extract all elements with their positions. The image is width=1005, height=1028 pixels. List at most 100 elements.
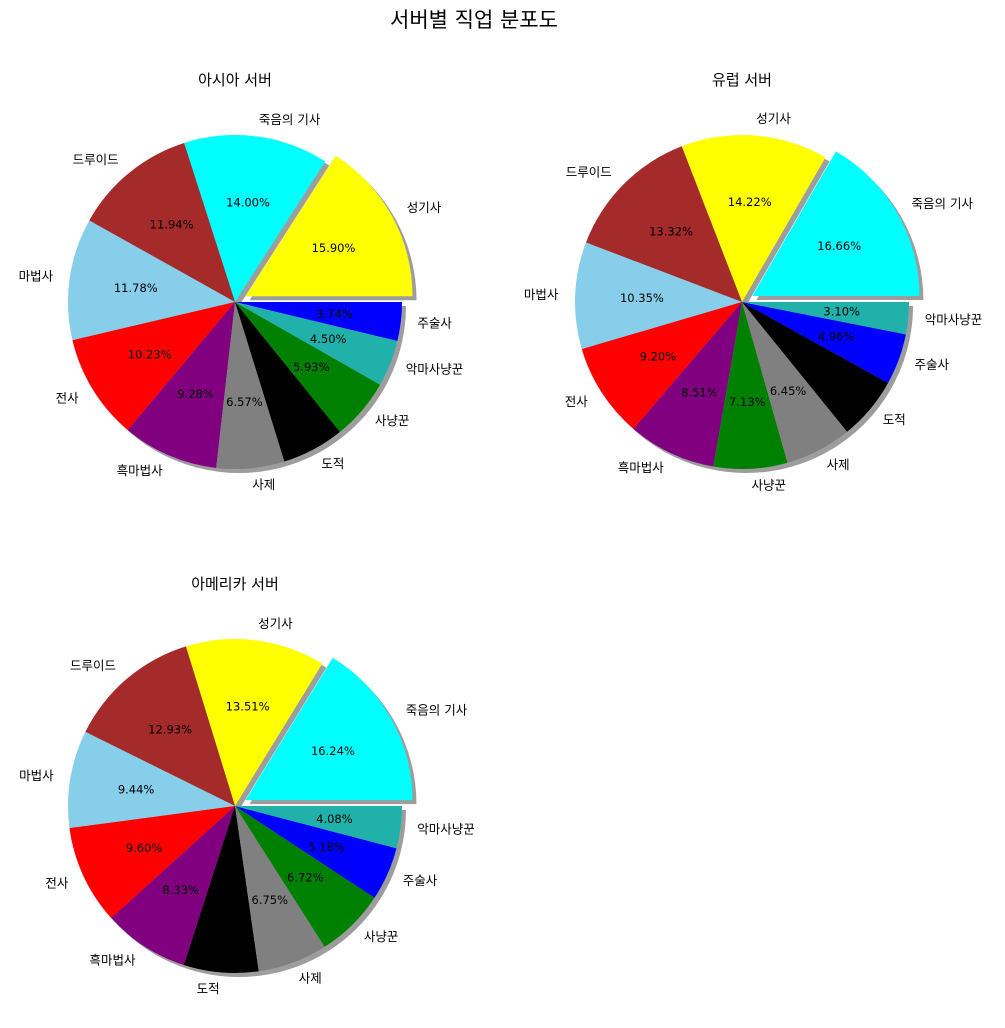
slice-priest bbox=[742, 302, 848, 463]
category-label-demon-hunter: 악마사냥꾼 bbox=[406, 362, 464, 377]
category-label-death-knight: 죽음의 기사 bbox=[912, 196, 974, 211]
pct-label-warlock: 8.33% bbox=[162, 883, 199, 897]
category-label-druid: 드루이드 bbox=[73, 152, 119, 167]
pct-label-death-knight: 14.00% bbox=[226, 196, 270, 210]
pct-label-warrior: 10.23% bbox=[128, 348, 172, 362]
category-label-warrior: 전사 bbox=[56, 390, 80, 405]
category-label-warrior: 전사 bbox=[45, 875, 69, 890]
slice-demon-hunter bbox=[235, 806, 402, 849]
pct-label-hunter: 6.72% bbox=[287, 870, 324, 884]
category-label-death-knight: 죽음의 기사 bbox=[406, 702, 468, 717]
pie-title-asia: 아시아 서버 bbox=[198, 71, 272, 89]
pct-label-paladin: 14.22% bbox=[728, 195, 772, 209]
category-label-hunter: 사냥꾼 bbox=[364, 929, 399, 944]
pie-chart-asia: 아시아 서버 15.90% 성기사 14.00% 죽음의 기사 11.94% 드루이드 11… bbox=[19, 71, 464, 492]
category-label-mage: 마법사 bbox=[19, 268, 54, 283]
category-label-rogue: 도적 bbox=[883, 412, 906, 427]
pct-label-paladin: 13.51% bbox=[226, 700, 270, 714]
slice-hunter bbox=[235, 302, 381, 432]
category-label-warlock: 흑마법사 bbox=[618, 460, 665, 475]
category-label-priest: 사제 bbox=[299, 970, 322, 985]
category-label-mage: 마법사 bbox=[19, 768, 54, 783]
pct-label-mage: 11.78% bbox=[114, 281, 158, 295]
pie-title-europe: 유럽 서버 bbox=[712, 71, 772, 89]
pct-label-paladin: 15.90% bbox=[312, 241, 356, 255]
pct-label-warlock: 8.51% bbox=[681, 386, 718, 400]
slice-shaman bbox=[235, 806, 397, 898]
pct-label-warrior: 9.20% bbox=[640, 350, 677, 364]
slice-mage bbox=[67, 731, 235, 829]
slice-mage bbox=[68, 220, 236, 341]
category-label-shaman: 주술사 bbox=[403, 873, 438, 888]
category-label-death-knight: 죽음의 기사 bbox=[259, 112, 321, 127]
category-label-druid: 드루이드 bbox=[566, 164, 612, 179]
pct-label-priest: 6.75% bbox=[252, 893, 289, 907]
pct-label-warrior: 9.60% bbox=[126, 841, 163, 855]
figure-title: 서버별 직업 분포도 bbox=[390, 8, 558, 32]
slice-priest bbox=[235, 806, 325, 972]
pct-label-priest: 6.57% bbox=[226, 395, 263, 409]
slice-warrior bbox=[581, 302, 742, 429]
pct-label-warlock: 9.28% bbox=[177, 387, 214, 401]
category-label-druid: 드루이드 bbox=[70, 658, 116, 673]
category-label-mage: 마법사 bbox=[524, 287, 559, 302]
slice-priest bbox=[216, 302, 285, 470]
category-label-demon-hunter: 악마사냥꾼 bbox=[417, 822, 475, 837]
pct-label-druid: 11.94% bbox=[150, 217, 194, 231]
slice-paladin bbox=[185, 638, 323, 806]
slice-demon-hunter bbox=[742, 302, 909, 335]
slice-shaman bbox=[235, 302, 402, 341]
slice-warlock bbox=[111, 806, 235, 965]
slice-hunter bbox=[235, 806, 375, 947]
slice-druid bbox=[85, 646, 235, 806]
slice-rogue bbox=[183, 806, 259, 973]
pie-chart-europe: 유럽 서버 16.66% 죽음의 기사 14.22% 성기사 13.32% 드루이드 10.… bbox=[524, 71, 982, 493]
pct-label-demon-hunter: 4.08% bbox=[316, 812, 353, 826]
category-label-priest: 사제 bbox=[252, 477, 275, 492]
slice-paladin bbox=[681, 135, 826, 302]
slice-warrior bbox=[72, 302, 236, 431]
category-label-priest: 사제 bbox=[827, 457, 850, 472]
pct-label-shaman: 5.18% bbox=[308, 840, 345, 854]
pct-label-druid: 12.93% bbox=[148, 723, 192, 737]
pct-label-shaman: 3.74% bbox=[316, 307, 353, 321]
slice-druid bbox=[585, 146, 742, 302]
pct-label-demon-hunter: 4.50% bbox=[310, 332, 347, 346]
slice-shaman bbox=[742, 302, 906, 383]
slice-paladin bbox=[245, 155, 413, 297]
slice-druid bbox=[89, 142, 235, 302]
pct-label-priest: 6.45% bbox=[770, 384, 807, 398]
pct-label-hunter: 5.93% bbox=[293, 360, 330, 374]
category-label-shaman: 주술사 bbox=[915, 357, 950, 372]
slice-death-knight bbox=[752, 151, 920, 296]
slice-rogue bbox=[742, 302, 889, 432]
category-label-hunter: 사냥꾼 bbox=[375, 413, 410, 428]
category-label-warlock: 흑마법사 bbox=[89, 952, 136, 967]
pct-label-hunter: 7.13% bbox=[729, 395, 766, 409]
slice-death-knight bbox=[245, 657, 413, 801]
slice-hunter bbox=[713, 302, 788, 470]
category-label-paladin: 성기사 bbox=[407, 200, 442, 215]
pct-label-mage: 9.44% bbox=[118, 783, 155, 797]
slice-rogue bbox=[235, 302, 340, 462]
slice-mage bbox=[575, 242, 742, 350]
category-label-warlock: 흑마법사 bbox=[117, 463, 164, 478]
category-label-rogue: 도적 bbox=[321, 456, 344, 471]
slice-warlock bbox=[633, 302, 742, 467]
slice-warlock bbox=[127, 302, 235, 468]
pct-label-druid: 13.32% bbox=[649, 224, 693, 238]
category-label-rogue: 도적 bbox=[197, 981, 220, 996]
pct-label-shaman: 4.96% bbox=[818, 329, 855, 343]
category-label-paladin: 성기사 bbox=[258, 616, 293, 631]
pie-title-america: 아메리카 서버 bbox=[191, 575, 279, 593]
pie-chart-america: 아메리카 서버 16.24% 죽음의 기사 13.51% 성기사 12.93% 드루이드 9… bbox=[19, 575, 475, 996]
category-label-warrior: 전사 bbox=[565, 394, 589, 409]
category-label-demon-hunter: 악마사냥꾼 bbox=[925, 312, 983, 327]
category-label-paladin: 성기사 bbox=[756, 111, 791, 126]
pct-label-death-knight: 16.24% bbox=[311, 744, 355, 758]
pct-label-demon-hunter: 3.10% bbox=[823, 305, 860, 319]
pct-label-mage: 10.35% bbox=[620, 291, 664, 305]
pct-label-death-knight: 16.66% bbox=[817, 239, 861, 253]
slice-warrior bbox=[69, 806, 235, 919]
